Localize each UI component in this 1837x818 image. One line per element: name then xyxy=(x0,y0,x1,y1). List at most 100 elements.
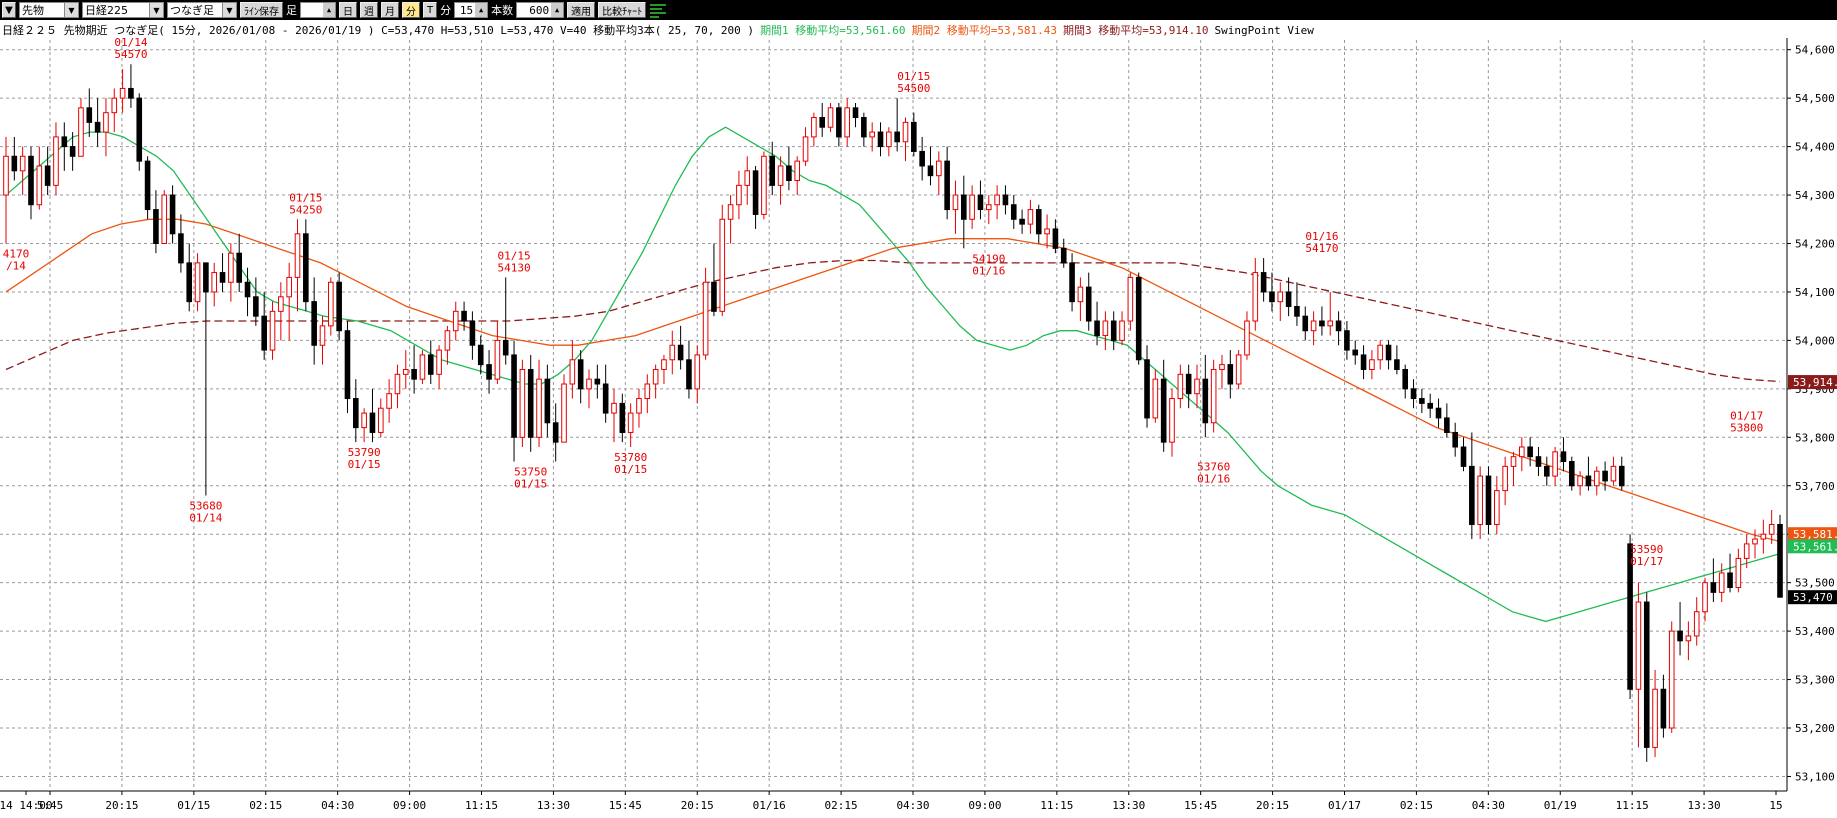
line-save-button[interactable]: ﾗｲﾝ保存 xyxy=(240,2,283,18)
candle-body xyxy=(1435,407,1442,419)
x-tick-label: 01/15 xyxy=(177,799,210,812)
swing-label-bottom: 54170 xyxy=(1305,242,1338,255)
candle-body xyxy=(1160,378,1167,443)
swing-label-top: 53590 xyxy=(1630,543,1663,556)
candle-body xyxy=(1477,475,1483,526)
candle-body xyxy=(1735,557,1742,589)
candle-body xyxy=(103,112,109,133)
candle-body xyxy=(1752,538,1758,545)
minute-button[interactable]: 分 xyxy=(402,2,420,18)
swing-label-bottom: 01/15 xyxy=(614,463,647,476)
candle-body xyxy=(702,281,709,356)
spinner-icon[interactable]: ▲ xyxy=(551,3,564,17)
candle-body xyxy=(936,160,942,177)
swing-label-bottom: 54570 xyxy=(114,48,147,61)
candle-body xyxy=(319,325,326,346)
week-button[interactable]: 週 xyxy=(360,2,378,18)
candle-body xyxy=(1643,601,1650,748)
market-value: 先物 xyxy=(22,4,44,17)
candle-body xyxy=(394,373,401,395)
day-button[interactable]: 日 xyxy=(339,2,357,18)
candle-body xyxy=(519,368,526,438)
candle-body xyxy=(1244,320,1250,356)
candle-body xyxy=(1419,398,1425,404)
x-tick-label: 01/19 xyxy=(1544,799,1577,812)
candle-body xyxy=(1602,470,1608,482)
y-tick-label: 54,100 xyxy=(1795,286,1835,299)
candle-body xyxy=(261,315,267,351)
swing-label-bottom: /14 xyxy=(6,259,26,272)
swing-label-bottom: 53800 xyxy=(1730,421,1763,434)
candle-body xyxy=(669,344,676,361)
interval-input[interactable]: 15 ▲ xyxy=(454,2,489,18)
month-button[interactable]: 月 xyxy=(381,2,399,18)
candle-body xyxy=(328,281,334,327)
x-tick-label: 20:15 xyxy=(105,799,138,812)
candle-body xyxy=(1077,286,1084,303)
candle-body xyxy=(244,281,251,298)
candle-body xyxy=(786,165,792,182)
market-select[interactable]: 先物 ▼ xyxy=(19,2,79,18)
candle-body xyxy=(278,296,284,312)
x-tick-label: 11:15 xyxy=(1616,799,1649,812)
x-axis: 14 14:005:45 20:15 01/15 02:15 04:30 09:00 11:… xyxy=(0,791,1783,812)
candle-body xyxy=(1760,533,1767,540)
candle-body xyxy=(561,383,567,443)
series-type-select[interactable]: つなぎ足 ▼ xyxy=(167,2,237,18)
candlestick-chart[interactable]: 01/14545704170/145368001/1401/1554250537… xyxy=(0,38,1837,818)
swing-label-top: 53680 xyxy=(189,499,222,512)
candle-body xyxy=(1235,354,1242,385)
candle-body xyxy=(1743,543,1750,559)
swing-annotations: 01/14545704170/145368001/1401/1554250537… xyxy=(3,38,1763,568)
candle-body xyxy=(1385,344,1392,361)
candle-body xyxy=(1668,630,1675,729)
candle-body xyxy=(1718,572,1725,593)
candle-body xyxy=(78,107,84,157)
menu-dropdown-icon[interactable]: ▼ xyxy=(2,2,16,18)
y-tick-label: 53,400 xyxy=(1795,625,1835,638)
candle-body xyxy=(969,194,975,220)
compare-chart-button[interactable]: 比較ﾁｬｰﾄ xyxy=(598,2,647,18)
ma1-path xyxy=(5,126,1781,623)
candle-body xyxy=(1102,320,1109,337)
x-tick-label: 20:15 xyxy=(1256,799,1289,812)
candle-body xyxy=(36,165,43,206)
candle-body xyxy=(677,344,684,361)
candle-body xyxy=(1577,475,1583,487)
candle-body xyxy=(811,117,817,138)
candle-body xyxy=(86,107,93,123)
candle-body xyxy=(494,339,501,380)
symbol-select[interactable]: 日経225 ▼ xyxy=(82,2,164,18)
bars-input[interactable]: 600 ▲ xyxy=(516,2,565,18)
spinner-icon[interactable]: ▲ xyxy=(475,3,488,17)
ashi-input[interactable]: ▲ xyxy=(300,2,336,18)
candle-body xyxy=(344,330,351,400)
candle-body xyxy=(144,160,151,211)
chart-lines-icon[interactable] xyxy=(649,2,667,18)
ma2-readout: 期間2 移動平均=53,581.43 xyxy=(911,24,1058,37)
candle-body xyxy=(1302,315,1309,332)
candle-body xyxy=(602,383,609,414)
candle-body xyxy=(1702,582,1708,613)
candle-body xyxy=(1535,456,1542,467)
candle-body xyxy=(844,107,850,138)
candle-body xyxy=(694,354,701,390)
candle-body xyxy=(1019,218,1025,225)
apply-button[interactable]: 適用 xyxy=(567,2,596,18)
spinner-icon[interactable]: ▲ xyxy=(323,3,335,17)
candle-body xyxy=(727,204,734,220)
candle-body xyxy=(61,136,68,148)
candle-body xyxy=(761,155,767,215)
tick-button[interactable]: T xyxy=(423,2,438,18)
candle-body xyxy=(1660,688,1667,729)
candle-body xyxy=(869,131,875,138)
y-tick-label: 54,000 xyxy=(1795,334,1835,347)
x-tick-label: 15 xyxy=(1769,799,1782,812)
candle-body xyxy=(1502,465,1508,492)
candle-body xyxy=(386,393,392,409)
candle-body xyxy=(1452,431,1458,448)
swing-label-top: 54190 xyxy=(972,252,1005,265)
candle-body xyxy=(1527,446,1533,458)
candle-body xyxy=(427,354,434,375)
x-tick-label: 15:45 xyxy=(609,799,642,812)
